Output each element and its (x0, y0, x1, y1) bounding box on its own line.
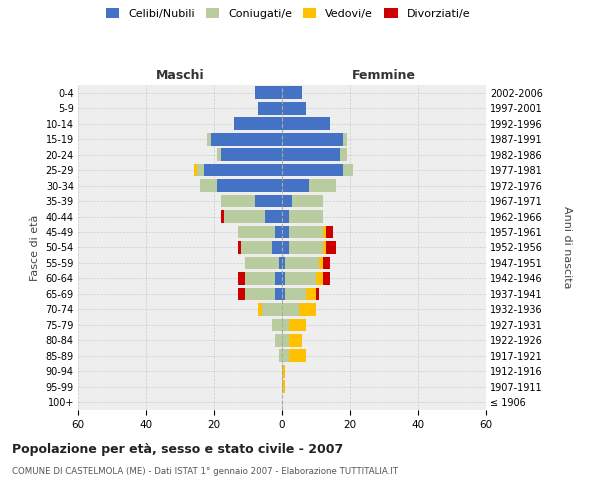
Bar (326, 241, 337, 254)
Bar (224, 210, 265, 223)
Bar (258, 303, 262, 316)
Bar (282, 272, 286, 285)
Bar (275, 272, 282, 285)
Bar (289, 241, 323, 254)
Bar (272, 318, 282, 331)
Bar (323, 241, 326, 254)
Bar (238, 288, 245, 300)
Bar (343, 133, 347, 145)
Bar (282, 318, 289, 331)
Bar (217, 179, 282, 192)
Bar (241, 241, 272, 254)
Legend: Celibi/Nubili, Coniugati/e, Vedovi/e, Divorziati/e: Celibi/Nubili, Coniugati/e, Vedovi/e, Di… (106, 8, 470, 19)
Bar (340, 148, 347, 161)
Bar (221, 148, 282, 161)
Bar (255, 194, 282, 207)
Bar (282, 334, 289, 346)
Bar (323, 226, 326, 238)
Bar (292, 194, 323, 207)
Bar (278, 350, 282, 362)
Bar (282, 350, 289, 362)
Bar (309, 179, 337, 192)
Bar (282, 194, 292, 207)
Bar (204, 164, 282, 176)
Bar (255, 86, 282, 99)
Bar (221, 194, 255, 207)
Bar (200, 179, 217, 192)
Bar (282, 86, 302, 99)
Bar (289, 318, 306, 331)
Bar (289, 210, 323, 223)
Y-axis label: Anni di nascita: Anni di nascita (562, 206, 572, 288)
Bar (319, 256, 323, 270)
Bar (289, 226, 323, 238)
Bar (282, 380, 286, 393)
Bar (258, 102, 282, 115)
Bar (275, 226, 282, 238)
Text: COMUNE DI CASTELMOLA (ME) - Dati ISTAT 1° gennaio 2007 - Elaborazione TUTTITALIA: COMUNE DI CASTELMOLA (ME) - Dati ISTAT 1… (12, 468, 398, 476)
Bar (286, 256, 319, 270)
Bar (323, 272, 329, 285)
Bar (282, 102, 306, 115)
Bar (282, 133, 343, 145)
Bar (197, 164, 204, 176)
Bar (194, 164, 197, 176)
Bar (326, 226, 333, 238)
Bar (265, 210, 282, 223)
Bar (282, 148, 340, 161)
Bar (207, 133, 211, 145)
Bar (286, 288, 306, 300)
Bar (211, 133, 282, 145)
Bar (245, 256, 278, 270)
Y-axis label: Fasce di età: Fasce di età (30, 214, 40, 280)
Bar (282, 226, 289, 238)
Bar (282, 118, 329, 130)
Bar (282, 256, 286, 270)
Bar (316, 272, 323, 285)
Bar (275, 288, 282, 300)
Text: Popolazione per età, sesso e stato civile - 2007: Popolazione per età, sesso e stato civil… (12, 442, 343, 456)
Bar (299, 303, 316, 316)
Bar (343, 164, 353, 176)
Bar (235, 118, 282, 130)
Bar (289, 350, 306, 362)
Bar (272, 241, 282, 254)
Bar (316, 288, 319, 300)
Bar (282, 164, 343, 176)
Bar (282, 288, 286, 300)
Bar (221, 210, 224, 223)
Bar (217, 148, 221, 161)
Bar (282, 210, 289, 223)
Bar (289, 334, 302, 346)
Bar (282, 241, 289, 254)
Bar (306, 288, 316, 300)
Bar (245, 272, 275, 285)
Bar (238, 272, 245, 285)
Bar (278, 256, 282, 270)
Bar (275, 334, 282, 346)
Bar (282, 303, 299, 316)
Bar (238, 241, 241, 254)
Text: Maschi: Maschi (155, 69, 205, 82)
Text: Femmine: Femmine (352, 69, 416, 82)
Bar (282, 365, 286, 378)
Bar (323, 256, 329, 270)
Bar (286, 272, 316, 285)
Bar (282, 179, 309, 192)
Bar (262, 303, 282, 316)
Bar (245, 288, 275, 300)
Bar (238, 226, 275, 238)
